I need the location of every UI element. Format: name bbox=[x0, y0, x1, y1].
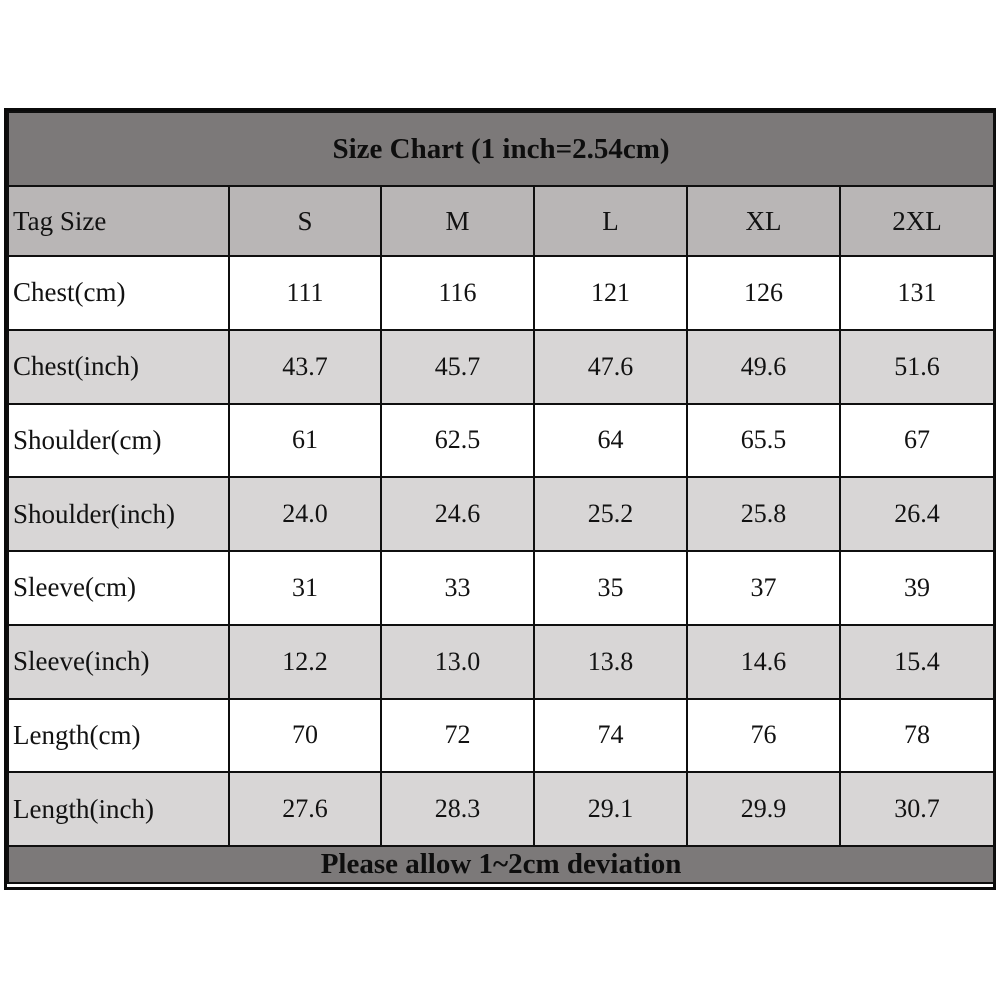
row-label: Chest(cm) bbox=[7, 255, 230, 331]
value-cell: 30.7 bbox=[838, 771, 996, 847]
value-cell: 39 bbox=[838, 550, 996, 626]
value-cell: 15.4 bbox=[838, 623, 996, 700]
table-row-length-inch: Length(inch) 27.6 28.3 29.1 29.9 30.7 bbox=[7, 771, 996, 847]
table-row-sleeve-inch: Sleeve(inch) 12.2 13.0 13.8 14.6 15.4 bbox=[7, 623, 996, 700]
value-cell: 14.6 bbox=[686, 623, 841, 700]
row-label: Sleeve(cm) bbox=[7, 550, 230, 626]
value-cell: 25.8 bbox=[686, 476, 841, 552]
value-cell: 35 bbox=[533, 550, 688, 626]
value-cell: 64 bbox=[533, 402, 688, 479]
value-cell: 49.6 bbox=[686, 328, 841, 405]
value-cell: 24.0 bbox=[228, 476, 382, 552]
value-cell: 74 bbox=[533, 697, 688, 774]
table-row-sleeve-cm: Sleeve(cm) 31 33 35 37 39 bbox=[7, 550, 996, 626]
value-cell: 13.8 bbox=[533, 623, 688, 700]
value-cell: 126 bbox=[686, 255, 841, 331]
value-cell: 121 bbox=[533, 255, 688, 331]
size-chart-frame: Size Chart (1 inch=2.54cm) Tag Size S M … bbox=[4, 108, 996, 890]
column-header-s: S bbox=[228, 185, 382, 257]
value-cell: 116 bbox=[380, 255, 535, 331]
column-header-2xl: 2XL bbox=[838, 185, 996, 257]
row-label: Shoulder(cm) bbox=[7, 402, 230, 479]
value-cell: 45.7 bbox=[380, 328, 535, 405]
size-chart-title: Size Chart (1 inch=2.54cm) bbox=[6, 111, 996, 187]
value-cell: 33 bbox=[380, 550, 535, 626]
value-cell: 65.5 bbox=[686, 402, 841, 479]
value-cell: 61 bbox=[228, 402, 382, 479]
table-row-chest-cm: Chest(cm) 111 116 121 126 131 bbox=[7, 255, 996, 331]
value-cell: 25.2 bbox=[533, 476, 688, 552]
column-header-row: Tag Size S M L XL 2XL bbox=[7, 185, 996, 257]
value-cell: 67 bbox=[838, 402, 996, 479]
value-cell: 111 bbox=[228, 255, 382, 331]
value-cell: 51.6 bbox=[838, 328, 996, 405]
value-cell: 43.7 bbox=[228, 328, 382, 405]
value-cell: 29.1 bbox=[533, 771, 688, 847]
value-cell: 31 bbox=[228, 550, 382, 626]
value-cell: 29.9 bbox=[686, 771, 841, 847]
value-cell: 131 bbox=[838, 255, 996, 331]
value-cell: 12.2 bbox=[228, 623, 382, 700]
column-header-l: L bbox=[533, 185, 688, 257]
table-row-shoulder-cm: Shoulder(cm) 61 62.5 64 65.5 67 bbox=[7, 402, 996, 479]
value-cell: 13.0 bbox=[380, 623, 535, 700]
column-header-m: M bbox=[380, 185, 535, 257]
value-cell: 37 bbox=[686, 550, 841, 626]
value-cell: 72 bbox=[380, 697, 535, 774]
row-label: Shoulder(inch) bbox=[7, 476, 230, 552]
size-chart-table: Size Chart (1 inch=2.54cm) Tag Size S M … bbox=[6, 111, 996, 884]
value-cell: 70 bbox=[228, 697, 382, 774]
column-header-tag-size: Tag Size bbox=[7, 185, 230, 257]
row-label: Length(cm) bbox=[7, 697, 230, 774]
value-cell: 47.6 bbox=[533, 328, 688, 405]
table-row-chest-inch: Chest(inch) 43.7 45.7 47.6 49.6 51.6 bbox=[7, 328, 996, 405]
row-label: Chest(inch) bbox=[7, 328, 230, 405]
footer-row: Please allow 1~2cm deviation bbox=[6, 845, 996, 884]
title-row: Size Chart (1 inch=2.54cm) bbox=[6, 111, 996, 187]
value-cell: 62.5 bbox=[380, 402, 535, 479]
value-cell: 27.6 bbox=[228, 771, 382, 847]
table-row-length-cm: Length(cm) 70 72 74 76 78 bbox=[7, 697, 996, 774]
table-row-shoulder-inch: Shoulder(inch) 24.0 24.6 25.2 25.8 26.4 bbox=[7, 476, 996, 552]
row-label: Length(inch) bbox=[7, 771, 230, 847]
deviation-note: Please allow 1~2cm deviation bbox=[6, 845, 996, 884]
column-header-xl: XL bbox=[686, 185, 841, 257]
value-cell: 78 bbox=[838, 697, 996, 774]
value-cell: 26.4 bbox=[838, 476, 996, 552]
row-label: Sleeve(inch) bbox=[7, 623, 230, 700]
value-cell: 76 bbox=[686, 697, 841, 774]
value-cell: 28.3 bbox=[380, 771, 535, 847]
value-cell: 24.6 bbox=[380, 476, 535, 552]
